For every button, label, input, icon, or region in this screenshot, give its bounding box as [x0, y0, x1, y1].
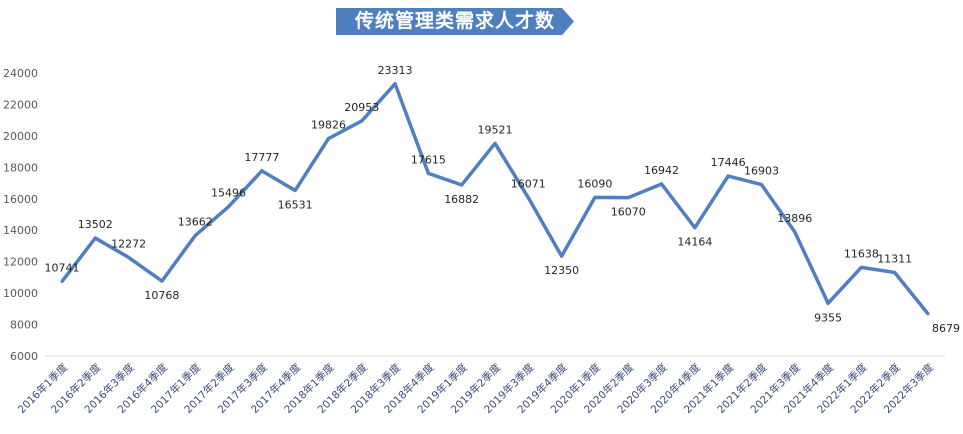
data-point: [60, 279, 64, 283]
data-label: 23313: [378, 64, 413, 77]
data-point: [660, 182, 664, 186]
y-tick-label: 16000: [3, 193, 38, 206]
data-point: [460, 183, 464, 187]
data-label: 14164: [677, 236, 712, 249]
y-tick-label: 6000: [10, 350, 38, 363]
data-label: 10768: [144, 289, 179, 302]
y-tick-label: 14000: [3, 224, 38, 237]
data-point: [160, 279, 164, 283]
data-point: [726, 174, 730, 178]
data-label: 20953: [344, 101, 379, 114]
y-tick-label: 10000: [3, 287, 38, 300]
data-point: [759, 183, 763, 187]
data-point: [926, 312, 930, 316]
data-label: 8679: [932, 322, 960, 335]
data-point: [526, 196, 530, 200]
series-line: [60, 82, 930, 315]
data-label: 17615: [411, 153, 446, 166]
data-label: 17777: [244, 151, 279, 164]
data-point: [426, 171, 430, 175]
data-label: 16090: [577, 177, 612, 190]
data-label: 16070: [611, 206, 646, 219]
data-label: 13662: [178, 216, 213, 229]
data-point: [626, 196, 630, 200]
data-point: [859, 265, 863, 269]
data-label: 10741: [45, 261, 80, 274]
data-label: 16531: [278, 198, 313, 211]
data-label: 9355: [814, 311, 842, 324]
data-point: [193, 234, 197, 238]
data-point: [293, 188, 297, 192]
data-point: [93, 236, 97, 240]
y-tick-label: 8000: [10, 319, 38, 332]
data-label: 16071: [511, 178, 546, 191]
data-label: 11638: [844, 247, 879, 260]
data-point: [260, 169, 264, 173]
data-label: 13896: [777, 212, 812, 225]
data-point: [593, 195, 597, 199]
data-point: [693, 226, 697, 230]
data-label: 15496: [211, 187, 246, 200]
data-label: 16942: [644, 164, 679, 177]
data-point: [360, 119, 364, 123]
data-point: [393, 82, 397, 86]
data-point: [227, 205, 231, 209]
y-tick-label: 12000: [3, 256, 38, 269]
y-tick-label: 22000: [3, 98, 38, 111]
data-point: [127, 255, 131, 259]
data-point: [326, 137, 330, 141]
data-label: 19521: [478, 123, 513, 136]
chart-title: 传统管理类需求人才数: [336, 8, 574, 35]
data-label: 17446: [711, 156, 746, 169]
data-label: 13502: [78, 218, 113, 231]
data-point: [793, 230, 797, 234]
data-label: 12272: [111, 237, 146, 250]
data-label: 11311: [877, 252, 912, 265]
y-tick-label: 18000: [3, 161, 38, 174]
data-label: 16882: [444, 193, 479, 206]
data-point: [493, 141, 497, 145]
data-point: [893, 270, 897, 274]
data-label: 19826: [311, 119, 346, 132]
data-point: [826, 301, 830, 305]
data-label: 12350: [544, 264, 579, 277]
y-tick-label: 24000: [3, 67, 38, 80]
data-label: 16903: [744, 165, 779, 178]
data-point: [560, 254, 564, 258]
y-tick-label: 20000: [3, 130, 38, 143]
